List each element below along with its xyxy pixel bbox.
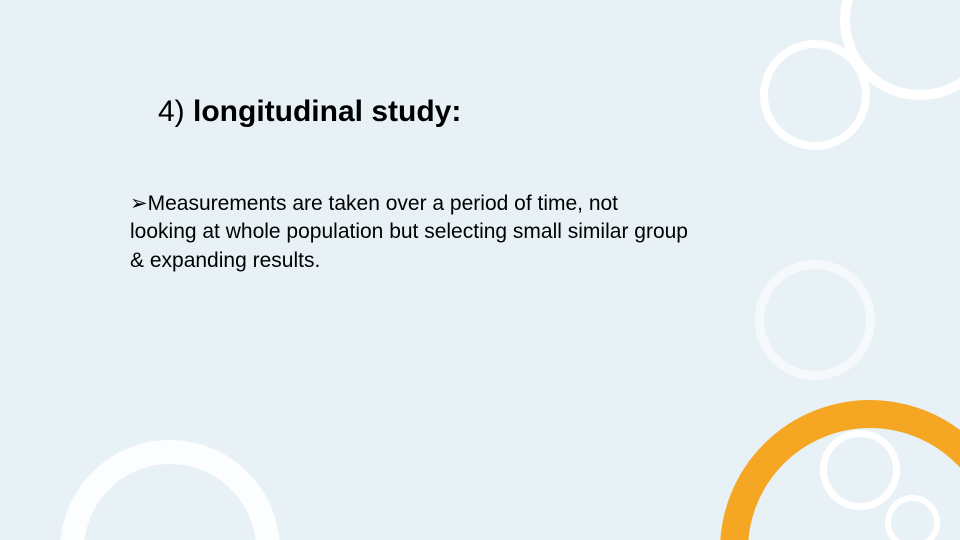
decor-ring-bottom-right-1: [820, 430, 900, 510]
decor-ring-bottom-left: [60, 440, 280, 540]
slide-body: ➢Measurements are taken over a period of…: [130, 190, 690, 275]
slide-title: 4) longitudinal study:: [158, 95, 461, 129]
slide: 4) longitudinal study: ➢Measurements are…: [0, 0, 960, 540]
title-main: longitudinal study:: [193, 95, 461, 128]
bullet-marker-icon: ➢: [130, 192, 148, 215]
title-prefix: 4): [158, 95, 193, 128]
decor-ring-top-right-small: [760, 40, 870, 150]
body-text-content: Measurements are taken over a period of …: [130, 192, 688, 272]
decor-ring-mid-right: [755, 260, 875, 380]
